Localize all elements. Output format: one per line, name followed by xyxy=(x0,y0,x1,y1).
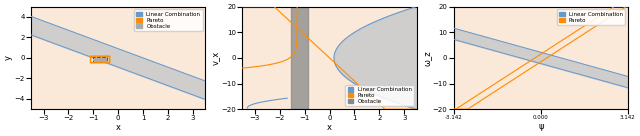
Legend: Linear Combination, Pareto, Obstacle: Linear Combination, Pareto, Obstacle xyxy=(134,9,202,31)
Legend: Linear Combination, Pareto, Obstacle: Linear Combination, Pareto, Obstacle xyxy=(346,85,414,106)
Y-axis label: v_x: v_x xyxy=(211,51,220,65)
X-axis label: x: x xyxy=(116,123,121,132)
X-axis label: ψ: ψ xyxy=(538,122,543,131)
X-axis label: x: x xyxy=(327,123,332,132)
Y-axis label: y: y xyxy=(4,55,13,60)
Bar xyxy=(291,7,308,109)
Legend: Linear Combination, Pareto: Linear Combination, Pareto xyxy=(557,9,625,25)
Y-axis label: ω_z: ω_z xyxy=(422,50,431,66)
Bar xyxy=(93,57,107,62)
